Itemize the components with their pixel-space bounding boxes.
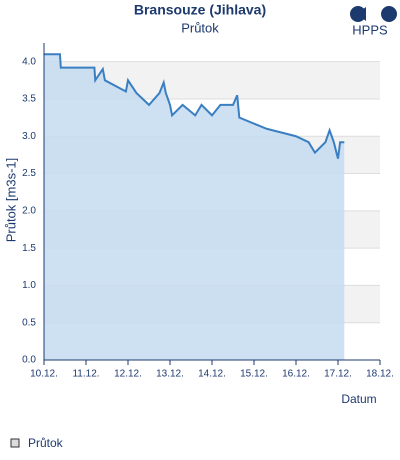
y-tick-label: 3.0 xyxy=(22,131,36,142)
x-tick-label: 16.12. xyxy=(282,369,310,380)
x-tick-label: 12.12. xyxy=(114,369,142,380)
area xyxy=(44,54,345,361)
legend-label: Průtok xyxy=(28,436,64,450)
y-axis-label: Průtok [m3s-1] xyxy=(3,158,18,243)
x-tick-label: 18.12. xyxy=(366,369,394,380)
y-tick-label: 2.5 xyxy=(22,168,36,179)
chart-subtitle: Průtok xyxy=(181,20,219,35)
x-tick-label: 14.12. xyxy=(198,369,226,380)
x-axis-label: Datum xyxy=(341,392,376,406)
x-tick-label: 17.12. xyxy=(324,369,352,380)
x-tick-label: 15.12. xyxy=(240,369,268,380)
chart-title: Bransouze (Jihlava) xyxy=(134,2,266,18)
line xyxy=(44,53,345,159)
y-tick-label: 0.5 xyxy=(22,317,36,328)
logo-text: HPPS xyxy=(352,22,388,37)
x-tick-label: 10.12. xyxy=(30,369,58,380)
x-tick-label: 13.12. xyxy=(156,369,184,380)
y-tick-label: 2.0 xyxy=(22,205,36,216)
legend-swatch xyxy=(10,438,20,448)
y-tick-label: 3.5 xyxy=(22,94,36,105)
y-tick-label: 0.0 xyxy=(22,355,36,366)
logo: HPPS xyxy=(350,6,397,37)
y-tick-label: 4.0 xyxy=(22,56,36,67)
y-tick-label: 1.0 xyxy=(22,280,36,291)
x-tick-label: 11.12. xyxy=(72,369,99,380)
y-tick-label: 1.5 xyxy=(22,243,36,254)
